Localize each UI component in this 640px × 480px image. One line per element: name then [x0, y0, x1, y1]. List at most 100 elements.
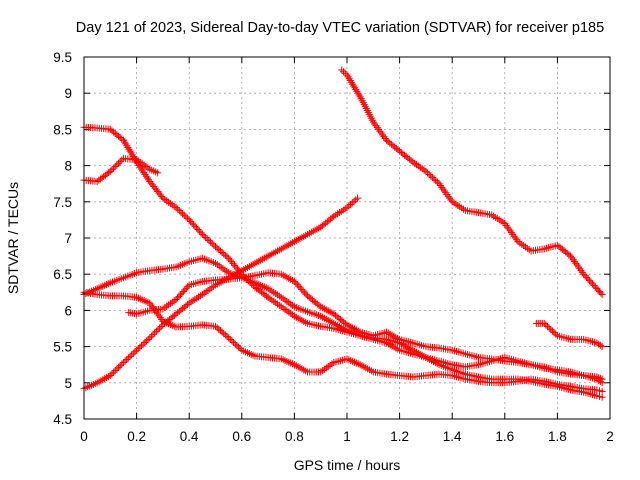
data-point — [108, 166, 116, 174]
data-point — [348, 80, 356, 88]
data-point — [231, 340, 239, 348]
data-point — [131, 348, 139, 356]
data-point — [581, 272, 589, 280]
data-point — [151, 329, 159, 337]
data-point — [328, 214, 336, 222]
data-point — [583, 273, 591, 281]
data-point — [184, 283, 192, 291]
data-point — [509, 230, 517, 238]
data-point — [146, 334, 154, 342]
data-point — [379, 131, 387, 139]
data-point — [176, 291, 184, 299]
data-point — [507, 229, 515, 237]
x-tick-label: 1.4 — [443, 429, 462, 444]
data-point — [208, 240, 216, 248]
data-point — [188, 219, 196, 227]
data-point — [427, 172, 435, 180]
data-point — [175, 292, 183, 300]
data-point — [547, 326, 555, 334]
data-point — [185, 216, 193, 224]
data-point — [584, 275, 592, 283]
data-point — [118, 360, 126, 368]
y-axis-label: SDTVAR / TECUs — [5, 182, 21, 294]
data-point — [191, 222, 199, 230]
data-point — [157, 323, 165, 331]
data-point — [350, 82, 358, 90]
data-point — [587, 278, 595, 286]
data-point — [573, 261, 581, 269]
data-point — [510, 232, 518, 240]
data-point — [194, 226, 202, 234]
data-point — [187, 218, 195, 226]
data-point — [138, 342, 146, 350]
y-tick-label: 4.5 — [53, 412, 72, 427]
data-point — [115, 159, 123, 167]
data-point — [174, 205, 182, 213]
x-tick-label: 0 — [80, 429, 88, 444]
data-point — [597, 289, 605, 297]
x-tick-label: 2 — [606, 429, 614, 444]
data-point — [343, 204, 351, 212]
data-point — [424, 169, 432, 177]
data-point — [593, 373, 601, 381]
data-point — [443, 191, 451, 199]
data-point — [144, 335, 152, 343]
data-point — [339, 68, 347, 76]
y-tick-label: 7 — [64, 231, 72, 246]
y-tick-label: 9 — [64, 86, 72, 101]
data-point — [299, 287, 307, 295]
data-point — [228, 258, 236, 266]
data-point — [596, 341, 604, 349]
data-point — [218, 248, 226, 256]
data-point — [190, 221, 198, 229]
data-point — [501, 220, 509, 228]
data-point — [156, 324, 164, 332]
data-point — [377, 129, 385, 137]
data-point — [139, 340, 147, 348]
x-tick-label: 1.6 — [495, 429, 514, 444]
data-point — [142, 172, 150, 180]
data-point — [381, 134, 389, 142]
data-point — [544, 323, 552, 331]
data-point — [172, 296, 180, 304]
data-point — [212, 243, 219, 251]
data-point — [119, 136, 127, 144]
data-point — [433, 178, 441, 186]
data-point — [369, 118, 377, 126]
data-point — [447, 196, 455, 204]
data-point — [432, 177, 440, 185]
data-point — [123, 355, 131, 363]
data-point — [446, 194, 454, 202]
data-point — [121, 357, 129, 365]
data-point — [123, 142, 131, 150]
data-point — [137, 165, 145, 173]
data-point — [113, 161, 121, 169]
data-point — [181, 286, 189, 294]
data-point — [212, 322, 219, 330]
data-point — [345, 202, 353, 210]
series-track-f — [80, 194, 362, 393]
data-point — [220, 330, 228, 338]
data-point — [215, 246, 223, 254]
data-points — [80, 66, 606, 401]
data-point — [545, 324, 553, 332]
data-point — [550, 329, 558, 337]
data-point — [182, 284, 190, 292]
data-point — [574, 263, 582, 271]
data-point — [124, 354, 132, 362]
data-point — [293, 281, 301, 289]
data-point — [595, 340, 603, 348]
data-point — [110, 164, 118, 172]
data-point — [158, 193, 166, 201]
data-point — [506, 227, 514, 235]
data-point — [184, 214, 192, 222]
x-axis-label: GPS time / hours — [294, 457, 401, 473]
data-point — [221, 251, 229, 259]
data-point — [221, 331, 229, 339]
data-point — [226, 335, 234, 343]
x-tick-label: 1.8 — [548, 429, 567, 444]
data-point — [198, 230, 206, 238]
data-point — [205, 237, 213, 245]
data-point — [425, 170, 433, 178]
